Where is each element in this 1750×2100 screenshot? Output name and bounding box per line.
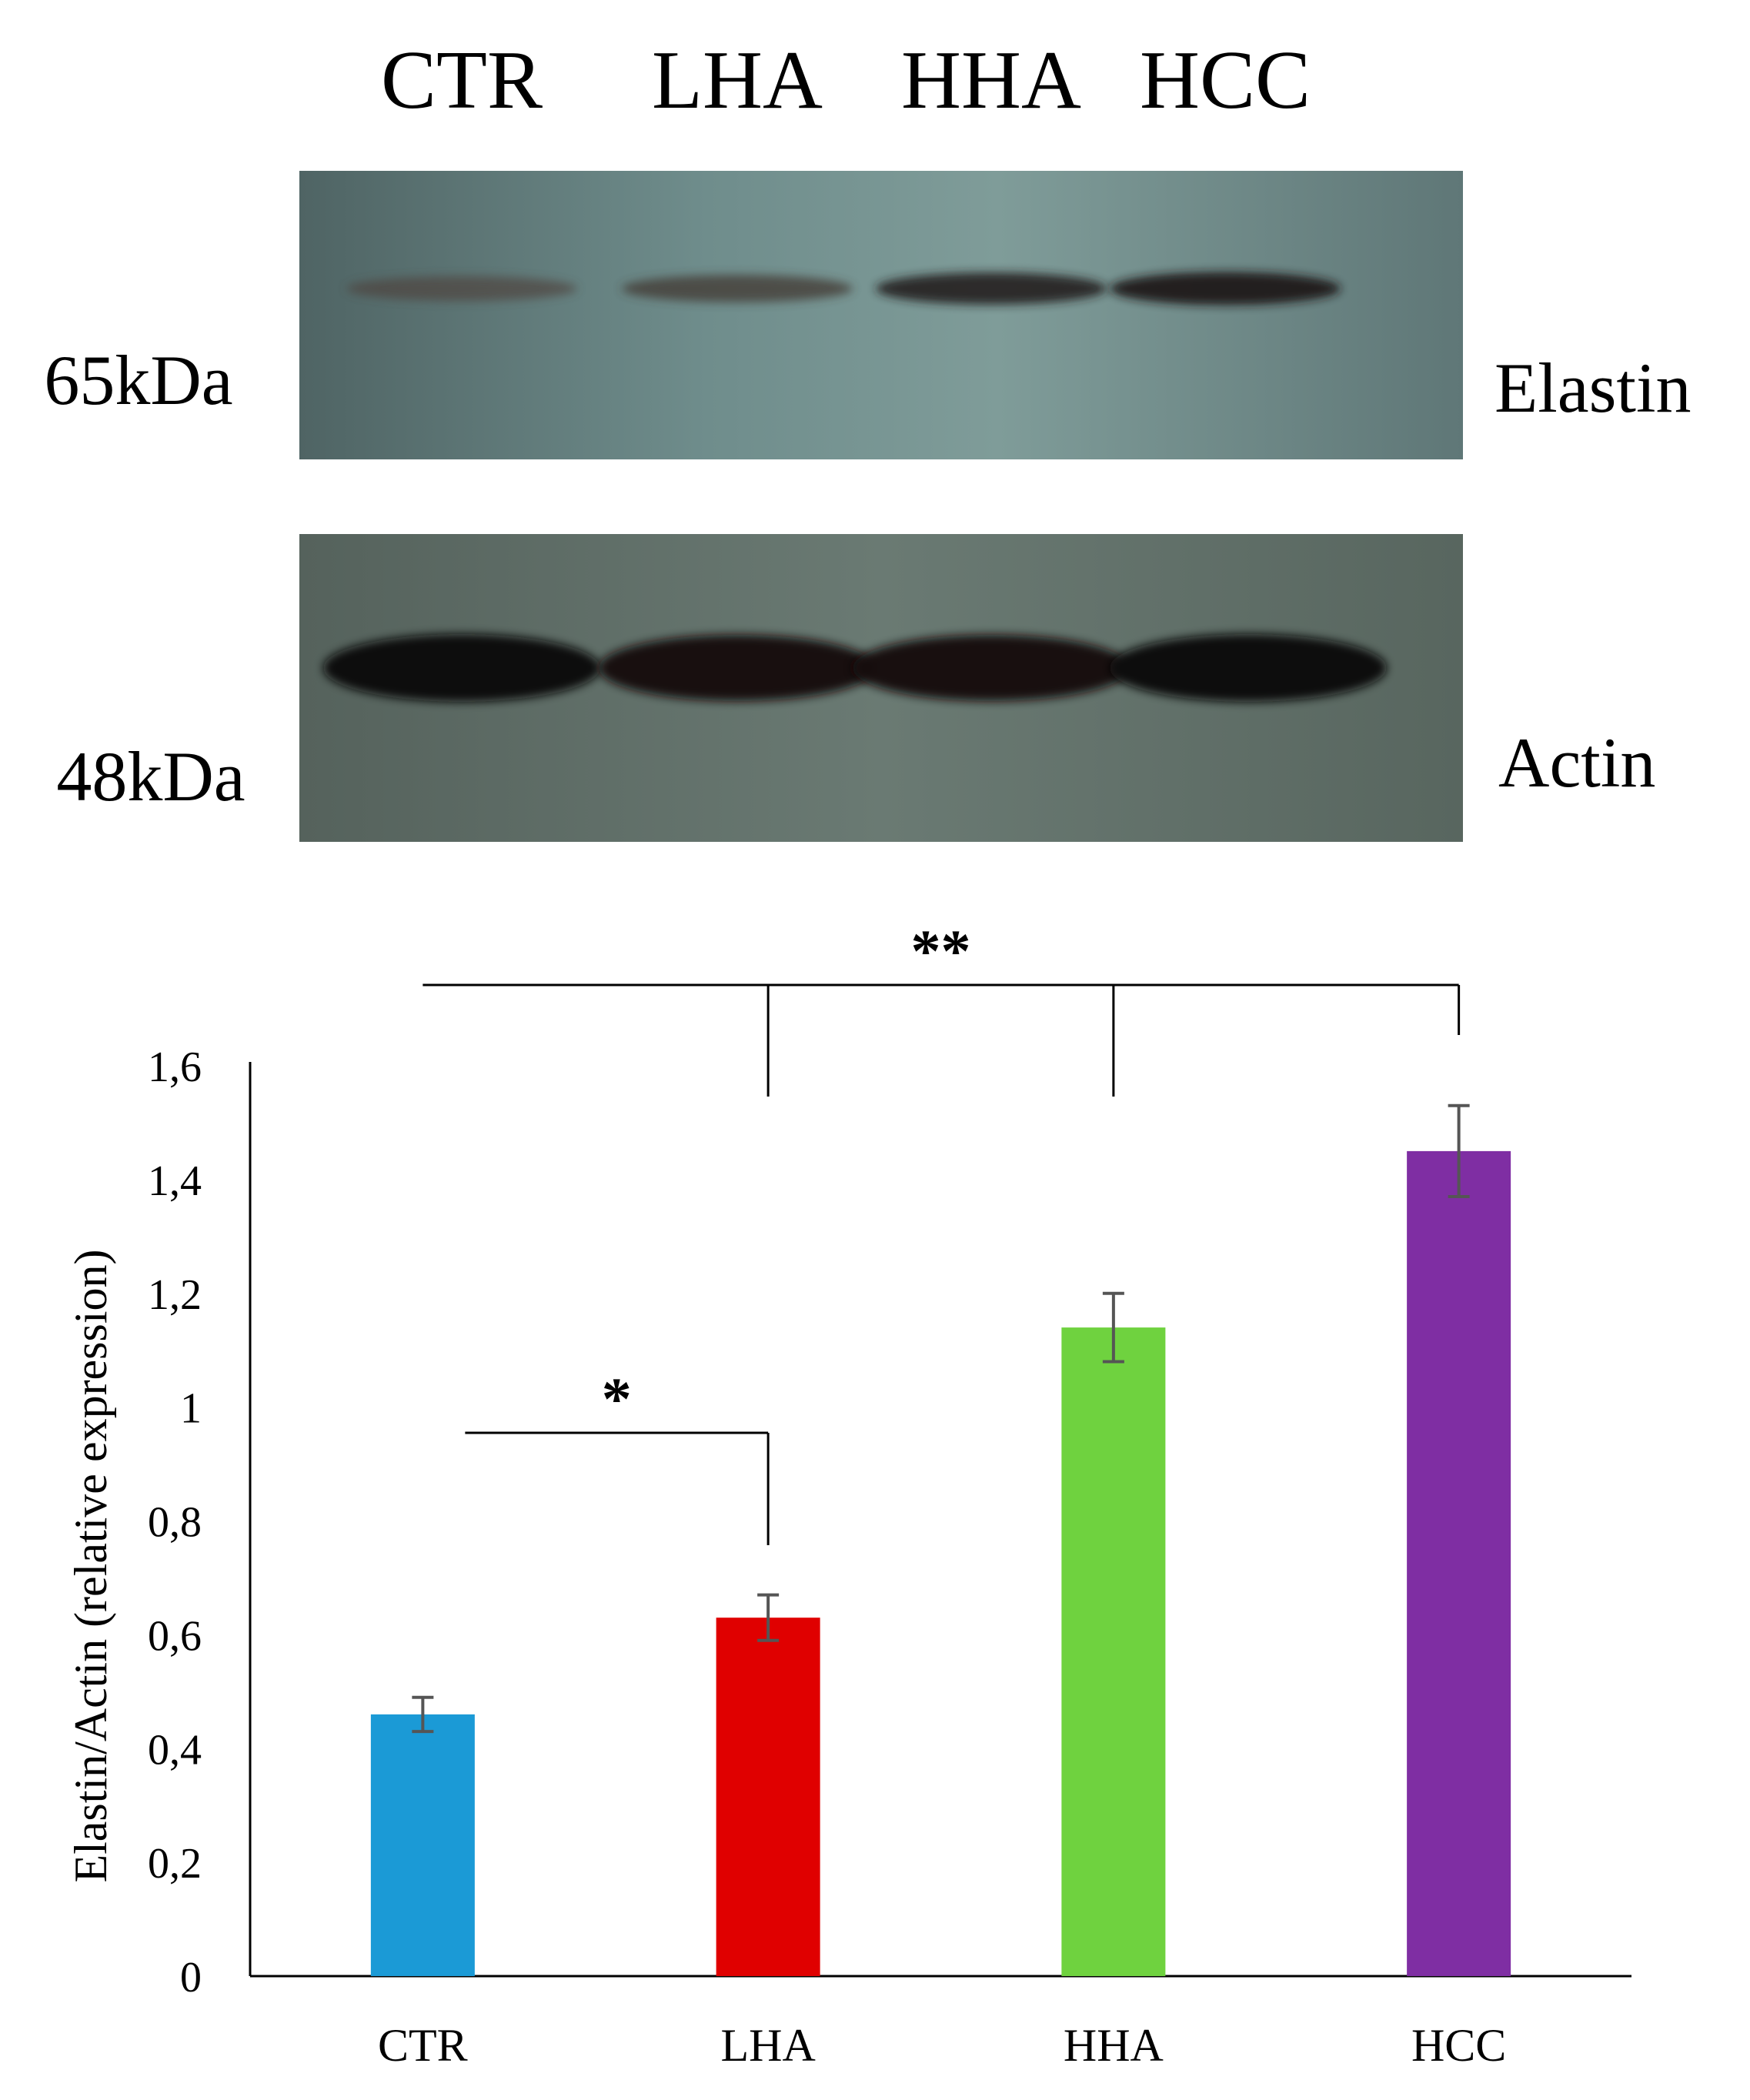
significance-bracket-2: **	[422, 917, 1461, 1097]
y-tick-label: 1,2	[148, 1271, 202, 1319]
elastin-band-hcc	[1110, 272, 1341, 305]
elastin-marker-label: 65kDa	[44, 341, 232, 419]
bar-ctr	[370, 1714, 475, 1976]
x-tick-label-hha: HHA	[1064, 2020, 1164, 2071]
lane-label-hcc: HCC	[1140, 35, 1311, 126]
y-tick-label: 1	[180, 1385, 202, 1433]
actin-bands	[323, 634, 1387, 702]
elastin-band-lha	[622, 275, 853, 302]
x-tick-label-hcc: HCC	[1411, 2020, 1506, 2071]
actin-band-lha	[599, 634, 876, 702]
x-tick-label-ctr: CTR	[378, 2020, 468, 2071]
axes	[249, 1062, 1631, 1978]
actin-protein-label: Actin	[1498, 723, 1655, 802]
actin-band-hha	[853, 634, 1130, 702]
x-ticks: CTR LHA HHA HCC	[378, 2020, 1506, 2071]
elastin-membrane	[299, 171, 1463, 459]
elastin-band-hha	[876, 272, 1107, 305]
actin-marker-label: 48kDa	[56, 737, 245, 816]
y-tick-label: 1,6	[148, 1043, 202, 1091]
y-tick-label: 1,4	[148, 1157, 202, 1205]
western-blot: CTR LHA HHA HCC 65kDa Elastin 48kDa Acti…	[44, 35, 1692, 842]
y-tick-label: 0	[180, 1954, 202, 2002]
bar-hcc	[1407, 1150, 1511, 1976]
error-bar-lha	[757, 1593, 780, 1642]
error-bars	[412, 1103, 1470, 1734]
y-ticks: 0 0,2 0,4 0,6 0,8 1 1,2 1,4 1,6	[148, 1043, 202, 2002]
actin-band-hcc	[1110, 634, 1387, 702]
actin-band-ctr	[323, 634, 600, 702]
significance-bracket-1: *	[465, 1365, 770, 1545]
bar-lha	[716, 1618, 820, 1976]
significance-label-2: **	[911, 917, 971, 984]
y-tick-label: 0,4	[148, 1726, 202, 1774]
error-bar-hha	[1102, 1291, 1124, 1364]
actin-panel	[299, 534, 1463, 842]
elastin-protein-label: Elastin	[1495, 349, 1692, 427]
error-bar-hcc	[1448, 1103, 1470, 1199]
y-tick-label: 0,8	[148, 1499, 202, 1547]
error-bar-ctr	[412, 1695, 434, 1734]
lane-label-hha: HHA	[901, 35, 1081, 126]
elastin-band-ctr	[346, 275, 577, 302]
y-tick-label: 0,6	[148, 1612, 202, 1660]
bars	[370, 1150, 1511, 1976]
significance-label-1: *	[602, 1365, 632, 1432]
elastin-panel	[299, 171, 1463, 459]
lane-label-lha: LHA	[652, 35, 823, 126]
y-axis-label: Elastin/Actin (relative expression)	[65, 1249, 116, 1882]
x-tick-label-lha: LHA	[720, 2020, 815, 2071]
bar-hha	[1061, 1327, 1166, 1976]
y-tick-label: 0,2	[148, 1840, 202, 1888]
significance-annotations: ***	[422, 917, 1461, 1545]
elastin-bands	[346, 272, 1341, 305]
lane-label-ctr: CTR	[381, 35, 543, 126]
